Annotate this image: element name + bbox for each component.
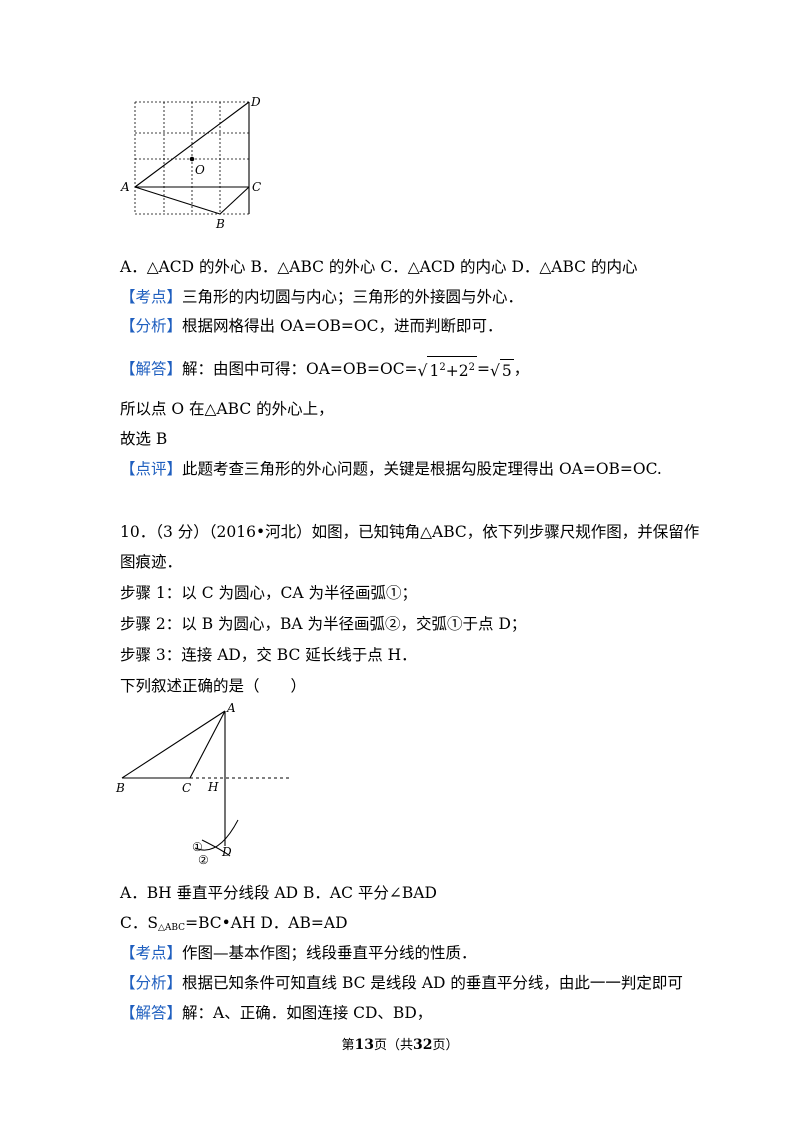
triangle-lines <box>134 101 250 215</box>
arc-two <box>201 839 231 857</box>
footer-total-pages: 32 <box>413 1037 433 1053</box>
q10-kaodian: 【考点】作图—基本作图；线段垂直平分线的性质． <box>120 942 477 964</box>
footer-pre: 第 <box>341 1038 355 1053</box>
label-b2: B <box>115 781 125 795</box>
jieda-prefix: 解：由图中可得：OA=OB=OC= <box>182 360 418 379</box>
jieda-end: ， <box>513 360 530 379</box>
label-arc2: ② <box>198 853 209 867</box>
point-o <box>189 156 195 162</box>
construction-figure-svg: B C H A D ① ② <box>115 701 290 867</box>
q10-header2: 图痕迹． <box>120 553 183 571</box>
q9-line2: 所以点 O 在△ABC 的外心上， <box>120 400 334 418</box>
label-d: D <box>250 95 261 109</box>
q9-kaodian: 【考点】三角形的内切圆与内心；三角形的外接圆与外心． <box>120 286 523 308</box>
exp-2: 2 <box>468 362 475 373</box>
q10-header: 10．（3 分）（2016•河北）如图，已知钝角△ABC，依下列步骤尺规作图，并… <box>120 523 700 541</box>
jieda-tag-2: 【解答】 <box>120 1004 183 1022</box>
q9-fenxi: 【分析】根据网格得出 OA=OB=OC，进而判断即可． <box>120 315 502 337</box>
arc-one <box>194 819 239 851</box>
kaodian-text-2: 作图—基本作图；线段垂直平分线的性质． <box>182 944 477 962</box>
q9-line3: 故选 B <box>120 430 168 448</box>
label-a: A <box>120 180 130 194</box>
dianping-tag: 【点评】 <box>120 460 183 478</box>
label-o: O <box>195 163 205 177</box>
fenxi-tag: 【分析】 <box>120 317 183 335</box>
q10-step3: 步骤 3：连接 AD，交 BC 延长线于点 H． <box>120 646 417 664</box>
sqrt-term-1: 1 <box>429 362 440 381</box>
figure-construction: B C H A D ① ② <box>110 698 310 870</box>
q10-step1: 步骤 1：以 C 为圆心，CA 为半径画弧①； <box>120 584 417 602</box>
fenxi-tag-2: 【分析】 <box>120 974 183 992</box>
jieda-text-2: 解：A、正确．如图连接 CD、BD， <box>182 1004 433 1022</box>
footer-post: 页） <box>432 1038 459 1053</box>
label-b: B <box>215 217 225 231</box>
fenxi-text-2: 根据已知条件可知直线 BC 是线段 AD 的垂直平分线，由此一一判定即可 <box>182 974 683 992</box>
q9-options: A．△ACD 的外心 B．△ABC 的外心 C．△ACD 的内心 D．△ABC … <box>120 258 638 276</box>
sqrt-term-2: 2 <box>458 362 469 381</box>
fenxi-text: 根据网格得出 OA=OB=OC，进而判断即可． <box>182 317 503 335</box>
q10-fenxi: 【分析】根据已知条件可知直线 BC 是线段 AD 的垂直平分线，由此一一判定即可 <box>120 972 683 994</box>
opt-c-sub: △ABC <box>157 923 186 933</box>
page-footer: 第13页（共32页） <box>0 1034 800 1053</box>
label-c2: C <box>182 781 191 795</box>
q10-step2: 步骤 2：以 B 为圆心，BA 为半径画弧②，交弧①于点 D； <box>120 615 527 633</box>
label-a2: A <box>226 701 236 715</box>
sqrt-expression: √ 12+22 <box>418 356 477 382</box>
q10-options-ab: A．BH 垂直平分线段 AD B．AC 平分∠BAD <box>120 884 437 902</box>
kaodian-tag: 【考点】 <box>120 288 183 306</box>
figure-grid-triangle: A B C D O <box>115 92 275 232</box>
label-arc1: ① <box>192 840 203 854</box>
dianping-text: 此题考查三角形的外心问题，关键是根据勾股定理得出 OA=OB=OC. <box>182 460 662 478</box>
jieda-tag: 【解答】 <box>120 360 183 379</box>
footer-page-number: 13 <box>354 1037 374 1053</box>
q10-options-cd: C．S△ABC=BC•AH D．AB=AD <box>120 912 348 939</box>
footer-mid: 页（共 <box>373 1038 413 1053</box>
q9-dianping: 【点评】此题考查三角形的外心问题，关键是根据勾股定理得出 OA=OB=OC. <box>120 458 662 480</box>
triangle-abc <box>121 710 226 846</box>
label-d2: D <box>221 845 232 859</box>
q10-question: 下列叙述正确的是（ ） <box>120 677 307 695</box>
label-c: C <box>252 180 261 194</box>
kaodian-tag-2: 【考点】 <box>120 944 183 962</box>
kaodian-text: 三角形的内切圆与内心；三角形的外接圆与外心． <box>182 288 524 306</box>
sqrt-five: √ 5 <box>490 359 514 382</box>
equals: = <box>476 360 490 379</box>
q10-jieda: 【解答】解：A、正确．如图连接 CD、BD， <box>120 1002 432 1024</box>
opt-c-rest: =BC•AH D．AB=AD <box>185 914 348 932</box>
opt-c-prefix: C．S <box>120 914 158 932</box>
grid-figure-svg: A B C D O <box>120 95 261 231</box>
q9-jieda: 【解答】解：由图中可得：OA=OB=OC=√ 12+22 =√ 5， <box>120 356 529 382</box>
exp-1: 2 <box>439 362 446 373</box>
label-h: H <box>207 780 219 794</box>
